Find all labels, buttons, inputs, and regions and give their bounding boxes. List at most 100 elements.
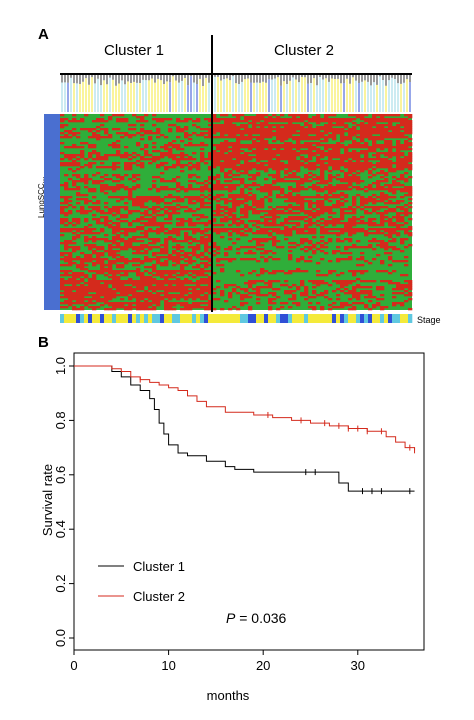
heatmap-cell	[148, 230, 153, 233]
heatmap-cell	[352, 244, 357, 247]
heatmap-cell	[388, 190, 393, 193]
heatmap-cell	[240, 134, 245, 137]
heatmap-cell	[96, 248, 101, 251]
heatmap-cell	[220, 220, 225, 223]
heatmap-cell	[372, 148, 377, 151]
heatmap-cell	[68, 290, 73, 293]
heatmap-cell	[132, 230, 137, 233]
heatmap-cell	[132, 284, 137, 287]
heatmap-cell	[180, 258, 185, 261]
heatmap-cell	[380, 164, 385, 167]
heatmap-cell	[68, 252, 73, 255]
heatmap-cell	[396, 132, 401, 135]
heatmap-cell	[300, 152, 305, 155]
heatmap-cell	[68, 258, 73, 261]
heatmap-cell	[144, 266, 149, 269]
heatmap-cell	[156, 136, 161, 139]
heatmap-cell	[76, 230, 81, 233]
heatmap-cell	[176, 136, 181, 139]
heatmap-cell	[220, 162, 225, 165]
heatmap-cell	[396, 234, 401, 237]
heatmap-cell	[220, 198, 225, 201]
heatmap-cell	[200, 206, 205, 209]
heatmap-cell	[220, 258, 225, 261]
heatmap-cell	[388, 144, 393, 147]
heatmap-cell	[168, 166, 173, 169]
heatmap-cell	[316, 156, 321, 159]
heatmap-cell	[344, 176, 349, 179]
heatmap-cell	[216, 176, 221, 179]
heatmap-cell	[400, 146, 405, 149]
heatmap-cell	[228, 260, 233, 263]
heatmap-cell	[276, 144, 281, 147]
heatmap-cell	[344, 150, 349, 153]
heatmap-cell	[148, 308, 153, 311]
heatmap-cell	[72, 302, 77, 305]
heatmap-cell	[288, 298, 293, 301]
heatmap-cell	[332, 118, 337, 121]
heatmap-cell	[264, 250, 269, 253]
heatmap-cell	[88, 178, 93, 181]
heatmap-cell	[376, 186, 381, 189]
heatmap-cell	[232, 198, 237, 201]
heatmap-cell	[208, 278, 213, 281]
heatmap-cell	[408, 144, 413, 147]
heatmap-cell	[76, 290, 81, 293]
heatmap-cell	[312, 280, 317, 283]
heatmap-cell	[188, 184, 193, 187]
heatmap-cell	[96, 220, 101, 223]
heatmap-cell	[292, 198, 297, 201]
heatmap-cell	[272, 180, 277, 183]
heatmap-cell	[160, 284, 165, 287]
heatmap-cell	[344, 212, 349, 215]
heatmap-cell	[208, 168, 213, 171]
heatmap-cell	[128, 238, 133, 241]
heatmap-cell	[300, 210, 305, 213]
heatmap-cell	[224, 146, 229, 149]
heatmap-cell	[152, 224, 157, 227]
heatmap-cell	[68, 292, 73, 295]
heatmap-cell	[248, 128, 253, 131]
heatmap-cell	[272, 270, 277, 273]
heatmap-cell	[264, 238, 269, 241]
heatmap-cell	[136, 120, 141, 123]
heatmap-cell	[80, 296, 85, 299]
heatmap-cell	[256, 114, 261, 117]
heatmap-cell	[124, 202, 129, 205]
heatmap-cell	[92, 158, 97, 161]
heatmap-cell	[344, 120, 349, 123]
heatmap-cell	[168, 222, 173, 225]
heatmap-cell	[156, 130, 161, 133]
heatmap-cell	[220, 228, 225, 231]
heatmap-cell	[164, 180, 169, 183]
heatmap-cell	[148, 258, 153, 261]
heatmap-cell	[60, 220, 65, 223]
heatmap-cell	[280, 154, 285, 157]
heatmap-cell	[260, 144, 265, 147]
heatmap-cell	[236, 154, 241, 157]
heatmap-cell	[228, 160, 233, 163]
heatmap-cell	[344, 292, 349, 295]
heatmap-cell	[192, 196, 197, 199]
heatmap-cell	[252, 122, 257, 125]
heatmap-cell	[220, 170, 225, 173]
heatmap-cell	[332, 290, 337, 293]
heatmap-cell	[344, 136, 349, 139]
heatmap-cell	[100, 212, 105, 215]
heatmap-cell	[128, 288, 133, 291]
heatmap-cell	[348, 160, 353, 163]
x-axis-label: months	[207, 688, 250, 703]
heatmap-cell	[248, 306, 253, 309]
heatmap-cell	[380, 270, 385, 273]
heatmap-cell	[104, 120, 109, 123]
heatmap-cell	[188, 162, 193, 165]
heatmap-cell	[260, 152, 265, 155]
heatmap-cell	[72, 120, 77, 123]
heatmap-cell	[228, 126, 233, 129]
heatmap-cell	[296, 146, 301, 149]
heatmap-cell	[96, 202, 101, 205]
heatmap-cell	[216, 182, 221, 185]
heatmap-cell	[176, 244, 181, 247]
heatmap-cell	[148, 188, 153, 191]
heatmap-cell	[176, 148, 181, 151]
